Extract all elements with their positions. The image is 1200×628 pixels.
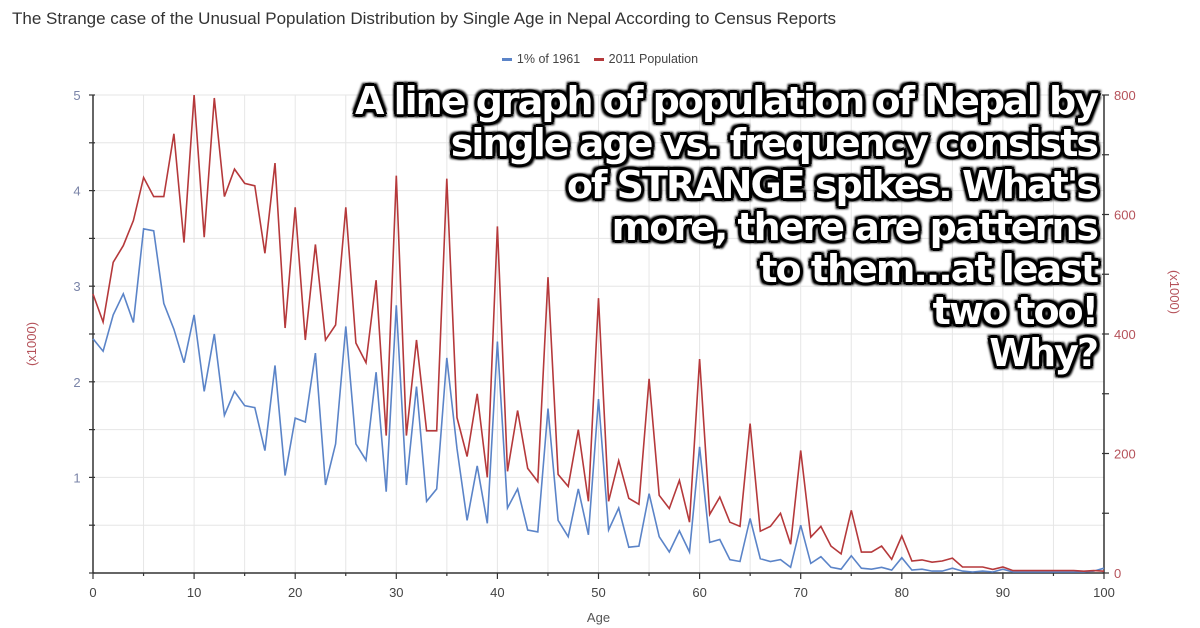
- overlay-line: of STRANGE spikes. What's: [566, 163, 1099, 207]
- overlay-line: two too!: [932, 289, 1099, 333]
- y-tick-label-right: 400: [1114, 327, 1136, 342]
- x-axis-title: Age: [587, 610, 610, 625]
- x-tick-label: 40: [490, 585, 504, 600]
- y-tick-label-left: 1: [73, 470, 80, 485]
- chart-legend: 1% of 1961 2011 Population: [0, 52, 1200, 66]
- overlay-line: A line graph of population of Nepal by: [354, 79, 1099, 123]
- y-axis-title-right: (x1000): [1167, 270, 1182, 314]
- legend-label-1961: 1% of 1961: [516, 52, 581, 66]
- series-line-2011: [92, 94, 1105, 573]
- y-tick-label-right: 0: [1114, 566, 1121, 581]
- x-tick-label: 0: [89, 585, 96, 600]
- legend-swatch-2011-icon: [593, 58, 604, 62]
- overlay-line: Why?: [989, 331, 1099, 375]
- y-tick-label-right: 800: [1114, 88, 1136, 103]
- x-tick-label: 100: [1093, 585, 1115, 600]
- x-tick-label: 20: [288, 585, 302, 600]
- x-tick-label: 80: [895, 585, 909, 600]
- series-line-1961: [92, 227, 1105, 573]
- x-tick-label: 90: [996, 585, 1010, 600]
- x-tick-label: 10: [187, 585, 201, 600]
- y-axis-title-left: (x1000): [24, 322, 39, 366]
- y-tick-label-right: 600: [1114, 208, 1136, 223]
- x-tick-label: 50: [591, 585, 605, 600]
- x-tick-label: 30: [389, 585, 403, 600]
- y-tick-label-left: 4: [73, 184, 80, 199]
- legend-swatch-1961-icon: [501, 58, 512, 62]
- legend-label-2011: 2011 Population: [608, 52, 699, 66]
- chart-title: The Strange case of the Unusual Populati…: [12, 9, 837, 28]
- x-tick-label: 70: [793, 585, 807, 600]
- overlay-line: more, there are patterns: [611, 205, 1099, 249]
- x-tick-label: 60: [692, 585, 706, 600]
- y-tick-label-left: 3: [73, 279, 80, 294]
- y-tick-label-right: 200: [1114, 447, 1136, 462]
- overlay-line: to them...at least: [759, 247, 1099, 291]
- legend-item-1961[interactable]: 1% of 1961: [501, 52, 581, 66]
- overlay-caption: A line graph of population of Nepal by s…: [354, 79, 1099, 375]
- y-tick-label-left: 2: [73, 375, 80, 390]
- y-tick-label-left: 5: [73, 88, 80, 103]
- overlay-line: single age vs. frequency consists: [450, 121, 1099, 165]
- legend-item-2011[interactable]: 2011 Population: [593, 52, 699, 66]
